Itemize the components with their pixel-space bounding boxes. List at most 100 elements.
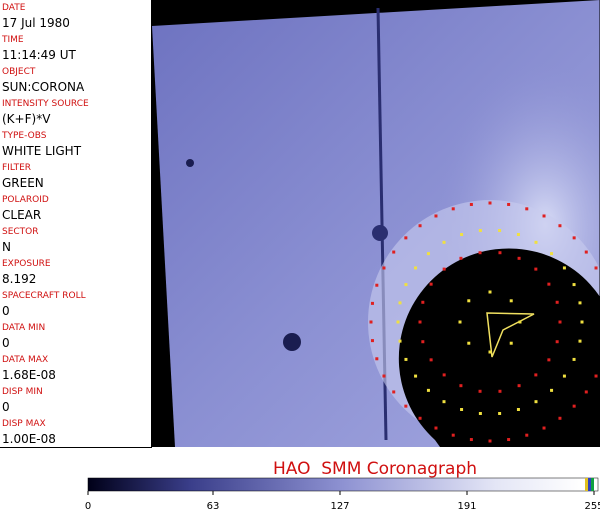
field-value: 0 [2, 400, 10, 414]
marker-dot [517, 256, 521, 260]
colorbar-ticks: 0 63 127 191 255 [85, 491, 600, 512]
field-value: 0 [2, 336, 10, 350]
marker-dot [398, 339, 402, 343]
field-value: 1.00E-08 [2, 432, 56, 446]
marker-dot [478, 229, 482, 233]
marker-dot [404, 283, 408, 287]
marker-dot [558, 320, 562, 324]
dust-spot [186, 159, 194, 167]
marker-dot [507, 202, 511, 206]
marker-dot [507, 438, 511, 442]
marker-dot [542, 214, 546, 218]
colorbar-segment [591, 478, 594, 491]
field-label: FILTER [2, 163, 32, 173]
marker-dot [562, 374, 566, 378]
field-label: EXPOSURE [2, 259, 51, 269]
field-value: 1.68E-08 [2, 368, 56, 382]
field-value: 8.192 [2, 272, 37, 286]
marker-dot [382, 374, 386, 378]
marker-dot [459, 256, 463, 260]
marker-dot [488, 439, 492, 443]
marker-dot [572, 357, 576, 361]
marker-dot [434, 214, 438, 218]
marker-dot [421, 300, 425, 304]
marker-dot [488, 290, 492, 294]
marker-dot [584, 390, 588, 394]
marker-dot [467, 299, 471, 303]
field-label: DATE [2, 3, 26, 13]
marker-dot [370, 339, 374, 343]
marker-dot [594, 266, 598, 270]
marker-dot [404, 357, 408, 361]
marker-dot [488, 201, 492, 205]
field-label: OBJECT [2, 67, 36, 77]
marker-dot [442, 267, 446, 271]
marker-dot [578, 301, 582, 305]
field-label: DISP MAX [2, 419, 46, 429]
marker-dot [426, 252, 430, 256]
marker-dot [534, 240, 538, 244]
marker-dot [550, 388, 554, 392]
marker-dot [525, 207, 529, 211]
marker-dot [396, 320, 400, 324]
marker-dot [578, 339, 582, 343]
occulting-disk [398, 248, 600, 447]
marker-dot [442, 373, 446, 377]
marker-dot [467, 341, 471, 345]
dust-spot [283, 333, 301, 351]
marker-dot [442, 400, 446, 404]
header-panel [0, 0, 152, 448]
marker-dot [421, 340, 425, 344]
field-label: SECTOR [2, 227, 39, 237]
marker-dot [534, 400, 538, 404]
marker-dot [459, 384, 463, 388]
field-label: DISP MIN [2, 387, 43, 397]
marker-dot [572, 236, 576, 240]
marker-dot [558, 416, 562, 420]
colorbar-tick-label: 0 [85, 501, 91, 512]
marker-dot [434, 426, 438, 430]
field-label: TIME [2, 35, 24, 45]
image-title: HAO SMM Coronagraph [273, 459, 477, 479]
marker-dot [478, 411, 482, 415]
marker-dot [370, 301, 374, 305]
marker-dot [534, 373, 538, 377]
marker-dot [398, 301, 402, 305]
marker-dot [562, 266, 566, 270]
marker-dot [375, 357, 379, 361]
marker-dot [542, 426, 546, 430]
colorbar-tick-label: 255 [584, 501, 600, 512]
marker-dot [498, 229, 502, 233]
marker-dot [429, 282, 433, 286]
marker-dot [442, 240, 446, 244]
marker-dot [518, 320, 522, 324]
marker-dot [414, 266, 418, 270]
marker-dot [555, 340, 559, 344]
colorbar-tick-label: 191 [457, 501, 476, 512]
marker-dot [498, 411, 502, 415]
marker-dot [516, 407, 520, 411]
colorbar [87, 477, 599, 492]
marker-dot [369, 320, 373, 324]
marker-dot [509, 341, 513, 345]
marker-dot [580, 320, 584, 324]
marker-dot [509, 299, 513, 303]
marker-dot [418, 416, 422, 420]
marker-dot [429, 358, 433, 362]
marker-dot [458, 320, 462, 324]
marker-dot [516, 233, 520, 237]
field-value: 17 Jul 1980 [2, 16, 70, 30]
field-value: SUN:CORONA [2, 80, 85, 94]
marker-dot [392, 250, 396, 254]
field-value: CLEAR [2, 208, 42, 222]
marker-dot [451, 433, 455, 437]
marker-dot [478, 389, 482, 393]
field-label: POLAROID [2, 195, 49, 205]
colorbar-segment [585, 478, 588, 491]
marker-dot [572, 283, 576, 287]
field-label: SPACECRAFT ROLL [2, 291, 86, 301]
marker-dot [418, 320, 422, 324]
dust-spot [372, 225, 388, 241]
